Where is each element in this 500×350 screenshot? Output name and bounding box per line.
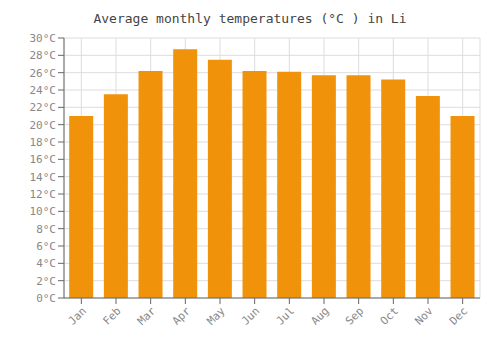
svg-text:30°C: 30°C [30, 32, 57, 45]
svg-text:18°C: 18°C [30, 136, 57, 149]
svg-text:14°C: 14°C [30, 171, 57, 184]
svg-text:Jan: Jan [66, 304, 89, 327]
svg-text:4°C: 4°C [36, 257, 56, 270]
svg-text:6°C: 6°C [36, 240, 56, 253]
svg-text:Jun: Jun [239, 304, 262, 327]
svg-text:20°C: 20°C [30, 119, 57, 132]
svg-text:28°C: 28°C [30, 49, 57, 62]
svg-text:24°C: 24°C [30, 84, 57, 97]
svg-text:Aug: Aug [308, 304, 331, 327]
svg-text:8°C: 8°C [36, 223, 56, 236]
svg-text:May: May [204, 304, 228, 328]
svg-text:Apr: Apr [170, 304, 194, 328]
svg-text:Oct: Oct [378, 304, 401, 327]
svg-text:Mar: Mar [135, 304, 159, 328]
svg-text:2°C: 2°C [36, 275, 56, 288]
svg-text:26°C: 26°C [30, 67, 57, 80]
svg-text:0°C: 0°C [36, 292, 56, 305]
svg-text:Feb: Feb [100, 304, 123, 327]
svg-text:16°C: 16°C [30, 153, 57, 166]
svg-text:Nov: Nov [412, 304, 436, 328]
html-text:Average monthly temperatures (: Average monthly temperatures (°C ) in Li [93, 11, 407, 26]
svg-text:Dec: Dec [447, 304, 470, 327]
svg-text:22°C: 22°C [30, 101, 57, 114]
svg-text:12°C: 12°C [30, 188, 57, 201]
svg-text:Jul: Jul [274, 304, 297, 327]
svg-text:10°C: 10°C [30, 205, 57, 218]
svg-text:Sep: Sep [343, 304, 366, 327]
